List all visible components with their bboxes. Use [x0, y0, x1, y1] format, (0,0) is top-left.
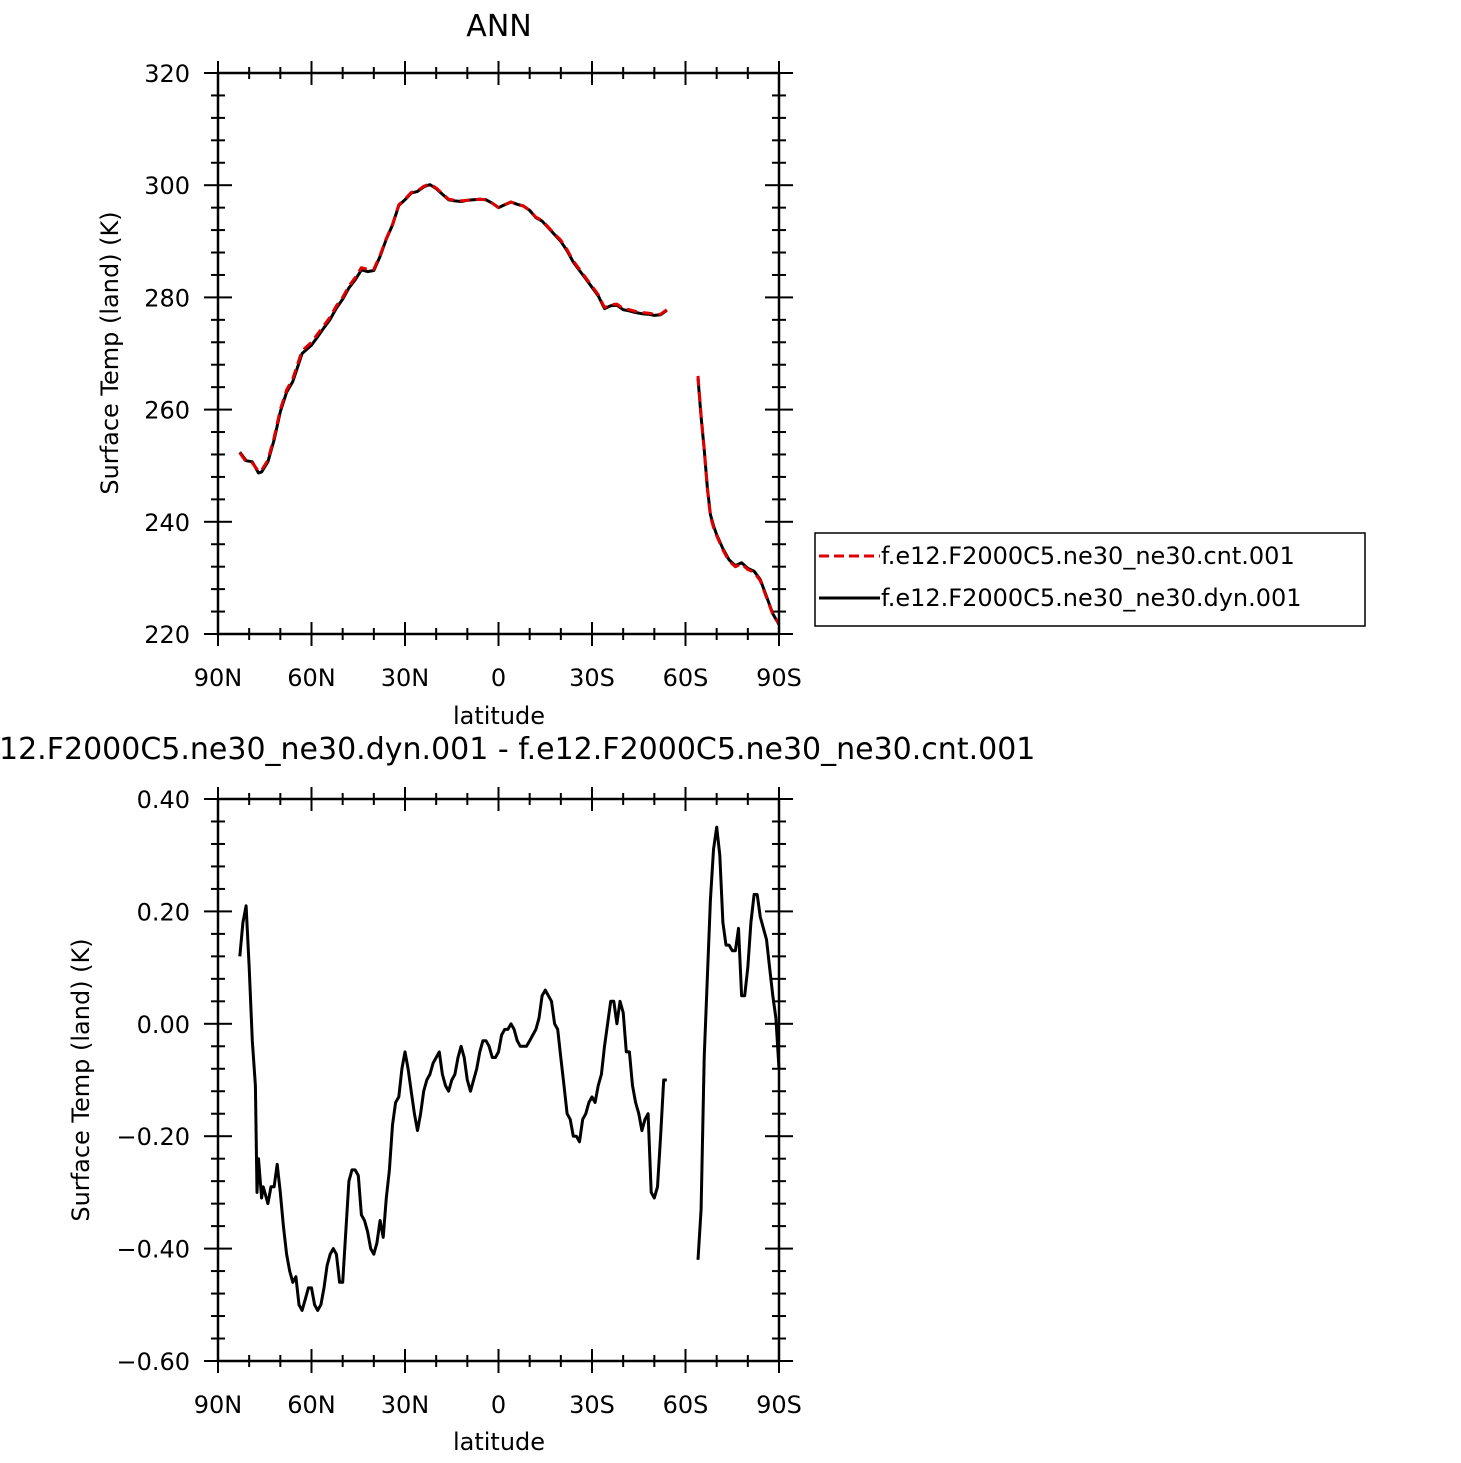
series-line-cnt: [696, 375, 781, 625]
series-lines: [238, 825, 781, 1312]
legend-label-cnt: f.e12.F2000C5.ne30_ne30.cnt.001: [881, 542, 1295, 570]
y-tick-label: 220: [144, 621, 190, 649]
x-tick-label: 0: [491, 664, 506, 692]
x-tick-label: 30S: [569, 664, 615, 692]
y-tick-label: −0.20: [116, 1123, 190, 1151]
series-line-dyn: [238, 183, 668, 475]
x-tick-label: 60S: [663, 664, 709, 692]
series-line-dyn: [696, 378, 781, 626]
y-tick-label: 320: [144, 60, 190, 88]
chart-title: ANN: [466, 9, 531, 44]
y-tick-label: 0.20: [137, 898, 190, 926]
y-axis-title: Surface Temp (land) (K): [67, 938, 95, 1221]
difference-line: [696, 825, 781, 1260]
y-tick-label: 0.40: [137, 786, 190, 814]
y-axis-title: Surface Temp (land) (K): [96, 211, 124, 494]
x-tick-label: 60N: [287, 664, 336, 692]
y-tick-label: 280: [144, 284, 190, 312]
y-tick-label: 300: [144, 172, 190, 200]
series-lines: [238, 182, 781, 626]
series-line-cnt: [238, 182, 668, 473]
plot-frame: [216, 71, 781, 636]
axis-ticks: [204, 61, 793, 646]
x-tick-label: 30N: [381, 1391, 430, 1419]
difference-chart-title: f.e12.F2000C5.ne30_ne30.dyn.001 - f.e12.…: [0, 732, 1035, 767]
legend-box: [814, 532, 1366, 627]
chart-panel-bottom: f.e12.F2000C5.ne30_ne30.dyn.001 - f.e12.…: [0, 732, 1035, 1456]
y-tick-label: −0.40: [116, 1236, 190, 1264]
y-tick-label: 240: [144, 509, 190, 537]
difference-line: [238, 904, 667, 1312]
x-tick-label: 0: [491, 1391, 506, 1419]
plot-frame: [216, 797, 781, 1363]
x-tick-label: 60S: [663, 1391, 709, 1419]
x-tick-label: 60N: [287, 1391, 336, 1419]
x-tick-label: 30N: [381, 664, 430, 692]
x-axis-title: latitude: [453, 1428, 545, 1456]
x-tick-label: 30S: [569, 1391, 615, 1419]
y-tick-label: −0.60: [116, 1348, 190, 1376]
axis-tick-labels: 90N 60N 30N 0 30S 60S 90S 0.40 0.20 0.00 −0.20 −0.4…: [116, 786, 801, 1419]
x-tick-label: 90N: [194, 664, 243, 692]
x-tick-label: 90N: [194, 1391, 243, 1419]
legend-label-dyn: f.e12.F2000C5.ne30_ne30.dyn.001: [881, 584, 1302, 612]
x-tick-label: 90S: [756, 664, 802, 692]
x-axis-title: latitude: [453, 702, 545, 730]
x-tick-label: 90S: [756, 1391, 802, 1419]
chart-panel-top: ANN Surface Temp (land) (K) latitude 90N…: [96, 9, 802, 730]
y-tick-label: 260: [144, 397, 190, 425]
legend: f.e12.F2000C5.ne30_ne30.cnt.001 f.e12.F2…: [814, 532, 1366, 627]
axis-tick-labels: 90N 60N 30N 0 30S 60S 90S 320 300 280 260 240 220: [144, 60, 802, 692]
y-tick-label: 0.00: [137, 1011, 190, 1039]
